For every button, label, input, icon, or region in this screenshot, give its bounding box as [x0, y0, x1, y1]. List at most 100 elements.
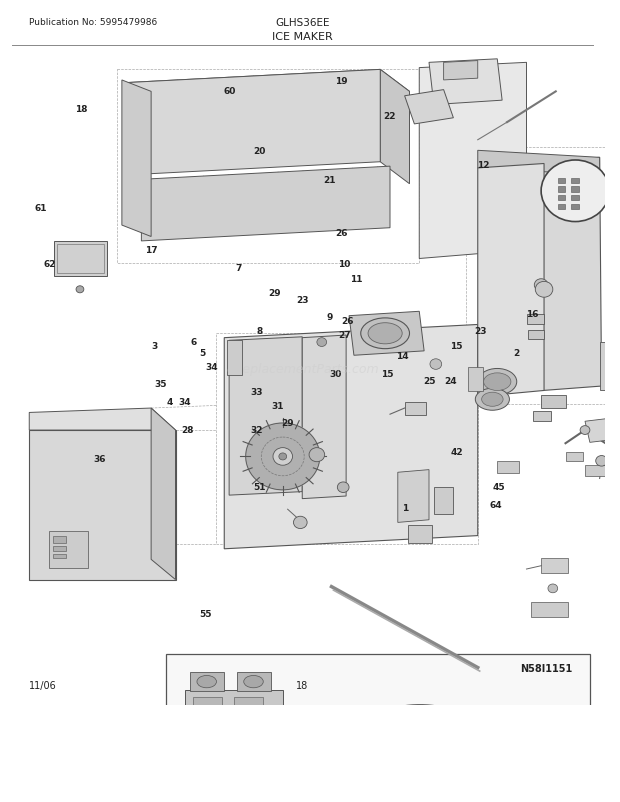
Text: 16: 16: [526, 310, 538, 318]
Polygon shape: [478, 164, 544, 397]
Text: 33: 33: [250, 387, 263, 396]
Bar: [53, 554, 66, 559]
Bar: [572, 178, 579, 184]
Bar: [166, 654, 590, 802]
Circle shape: [535, 282, 553, 298]
Polygon shape: [444, 62, 478, 81]
Bar: [185, 690, 283, 751]
Text: 55: 55: [199, 610, 212, 618]
Bar: [604, 417, 620, 426]
Bar: [53, 546, 66, 551]
Polygon shape: [29, 431, 175, 580]
Text: 18: 18: [76, 105, 88, 114]
Text: 19: 19: [335, 77, 348, 86]
Circle shape: [273, 448, 293, 466]
Text: 28: 28: [181, 426, 193, 435]
Text: 15: 15: [381, 370, 393, 379]
Bar: [468, 367, 482, 392]
Bar: [190, 672, 224, 691]
Polygon shape: [349, 312, 424, 356]
Text: 11: 11: [350, 274, 363, 283]
Polygon shape: [541, 158, 601, 391]
Text: 30: 30: [329, 370, 342, 379]
Bar: [476, 791, 494, 800]
Circle shape: [223, 745, 236, 757]
Circle shape: [293, 516, 307, 529]
Polygon shape: [405, 91, 453, 125]
Text: 25: 25: [423, 376, 435, 386]
Text: 15: 15: [450, 341, 463, 350]
Text: 7: 7: [236, 264, 242, 273]
Bar: [49, 532, 88, 569]
Circle shape: [541, 160, 609, 222]
Bar: [600, 342, 614, 391]
Text: 27: 27: [339, 330, 351, 339]
Polygon shape: [126, 71, 380, 176]
Circle shape: [337, 482, 349, 493]
Bar: [533, 411, 551, 422]
Bar: [227, 341, 242, 376]
Polygon shape: [478, 151, 600, 176]
Ellipse shape: [476, 389, 510, 411]
Bar: [407, 525, 432, 543]
Circle shape: [279, 453, 286, 460]
Text: 34: 34: [178, 398, 191, 407]
Text: 60: 60: [224, 87, 236, 96]
Text: 3: 3: [151, 341, 157, 350]
Ellipse shape: [361, 318, 409, 349]
Text: 29: 29: [268, 288, 281, 298]
Text: 36: 36: [94, 454, 106, 463]
Text: 29: 29: [281, 419, 293, 427]
Text: 26: 26: [335, 229, 348, 237]
Bar: [565, 452, 583, 461]
Text: 24: 24: [444, 376, 457, 386]
Polygon shape: [429, 59, 502, 105]
Polygon shape: [126, 71, 409, 105]
Text: 31: 31: [272, 401, 285, 410]
Text: 20: 20: [254, 148, 266, 156]
Text: 26: 26: [342, 317, 354, 326]
Bar: [528, 330, 544, 339]
Polygon shape: [224, 325, 478, 549]
Polygon shape: [419, 63, 526, 259]
Bar: [193, 697, 223, 719]
Text: 2: 2: [514, 348, 520, 357]
Ellipse shape: [478, 369, 516, 395]
Polygon shape: [151, 408, 175, 580]
Text: 11/06: 11/06: [29, 680, 57, 691]
Text: 32: 32: [250, 426, 263, 435]
Text: eReplacementParts.com: eReplacementParts.com: [226, 363, 379, 375]
Bar: [434, 488, 453, 514]
Ellipse shape: [197, 675, 216, 688]
Bar: [585, 466, 604, 476]
Bar: [541, 559, 569, 573]
Text: 12: 12: [477, 161, 490, 170]
Bar: [558, 205, 565, 210]
Text: N58I1151: N58I1151: [520, 662, 572, 673]
Text: 14: 14: [396, 352, 409, 361]
Circle shape: [534, 279, 548, 292]
Text: 23: 23: [474, 327, 487, 336]
Polygon shape: [380, 71, 409, 184]
Bar: [558, 187, 565, 192]
Text: 6: 6: [190, 338, 197, 346]
Ellipse shape: [482, 393, 503, 407]
Bar: [53, 536, 66, 543]
Text: 23: 23: [296, 295, 309, 304]
Bar: [572, 196, 579, 201]
Text: 1: 1: [402, 504, 408, 512]
Text: 10: 10: [339, 260, 351, 269]
Text: GLHS36EE: GLHS36EE: [275, 18, 329, 27]
Polygon shape: [398, 470, 429, 523]
Circle shape: [596, 456, 608, 467]
Text: 17: 17: [145, 246, 157, 255]
Text: 22: 22: [384, 112, 396, 121]
Circle shape: [252, 745, 265, 757]
Ellipse shape: [368, 323, 402, 344]
Text: ICE MAKER: ICE MAKER: [272, 31, 332, 42]
Text: Publication No: 5995479986: Publication No: 5995479986: [29, 18, 157, 26]
Bar: [56, 245, 104, 274]
Bar: [234, 697, 264, 719]
Circle shape: [76, 286, 84, 294]
Bar: [572, 205, 579, 210]
